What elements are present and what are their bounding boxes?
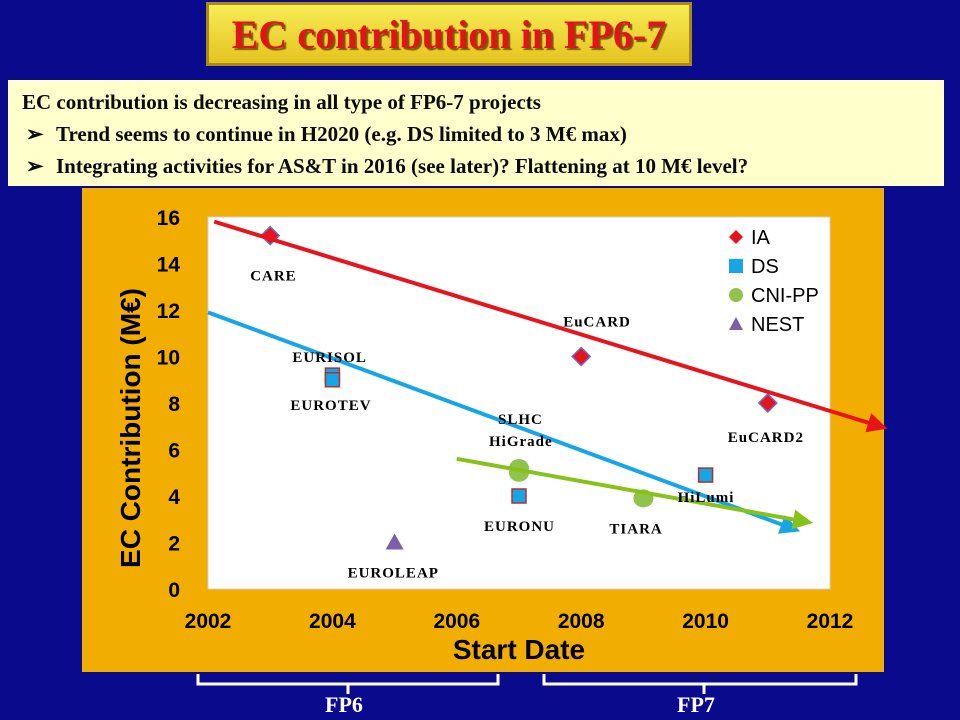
summary-text-box: EC contribution is decreasing in all typ… <box>8 80 944 186</box>
data-point-diamond <box>571 346 592 367</box>
legend-entry-label: IA <box>751 227 771 249</box>
data-point-diamond <box>757 392 778 414</box>
bullet-item-1: ➢ Trend seems to continue in H2020 (e.g. … <box>26 118 930 150</box>
y-tick-label: 6 <box>168 440 180 463</box>
x-tick-label: 2012 <box>807 610 854 633</box>
data-point-label: EuCARD2 <box>728 430 804 446</box>
y-tick-label: 8 <box>168 393 180 416</box>
data-point-label: HiLumi <box>678 490 735 506</box>
slide-title: EC contribution in FP6-7 <box>231 11 667 57</box>
x-tick-label: 2004 <box>309 610 356 633</box>
trend-line-cni-pp <box>456 456 813 530</box>
plot-area <box>207 216 831 590</box>
y-tick-label: 4 <box>168 486 180 509</box>
summary-line: EC contribution is decreasing in all typ… <box>22 90 541 114</box>
arrow-bullet-icon: ➢ <box>26 154 44 178</box>
data-point-label: TIARA <box>609 521 662 537</box>
data-point-label: CARE <box>250 269 297 285</box>
x-axis-title: Start Date <box>453 634 585 665</box>
data-point-label: EURONU <box>484 519 555 535</box>
data-point-label: HiGrade <box>489 434 553 450</box>
data-point-label: EuCARD <box>563 315 631 331</box>
trend-line-ia <box>213 219 888 433</box>
trend-line-ds <box>207 310 801 534</box>
legend-marker-circle <box>729 288 743 302</box>
y-tick-label: 10 <box>157 347 180 370</box>
data-point-label: EUROLEAP <box>348 566 439 582</box>
data-point-label: EUROTEV <box>290 398 371 414</box>
y-tick-label: 14 <box>157 254 181 277</box>
legend-marker-diamond <box>729 230 743 244</box>
y-tick-label: 0 <box>168 579 180 602</box>
data-point-label: EURISOL <box>292 350 367 366</box>
bullet-text-1: Trend seems to continue in H2020 (e.g. D… <box>56 122 627 146</box>
x-tick-label: 2002 <box>185 610 232 633</box>
legend-entry-label: NEST <box>751 314 804 336</box>
bullet-text-2: Integrating activities for AS&T in 2016 … <box>56 154 749 178</box>
x-tick-label: 2008 <box>558 610 605 633</box>
data-point-square <box>324 372 341 388</box>
x-tick-label: 2006 <box>433 610 480 633</box>
data-point-label: SLHC <box>498 412 543 428</box>
y-tick-label: 16 <box>157 207 180 230</box>
y-tick-label: 12 <box>157 300 180 323</box>
legend-marker-triangle <box>729 317 743 330</box>
data-point-triangle <box>385 533 404 550</box>
fp7-label: FP7 <box>677 692 715 717</box>
arrow-bullet-icon: ➢ <box>26 122 44 146</box>
legend-entry-label: CNI-PP <box>751 285 819 307</box>
y-axis-title: EC Contribution (M€) <box>115 288 146 568</box>
data-point-square <box>511 488 527 504</box>
x-tick-label: 2010 <box>682 610 729 633</box>
bullet-item-2: ➢ Integrating activities for AS&T in 2016… <box>26 150 930 182</box>
data-point-square <box>697 467 714 483</box>
legend-marker-square <box>729 259 743 273</box>
legend-entry-label: DS <box>751 256 779 278</box>
slide-title-box: EC contribution in FP6-7 <box>206 2 692 66</box>
y-tick-label: 2 <box>168 533 180 556</box>
fp6-label: FP6 <box>325 692 363 717</box>
